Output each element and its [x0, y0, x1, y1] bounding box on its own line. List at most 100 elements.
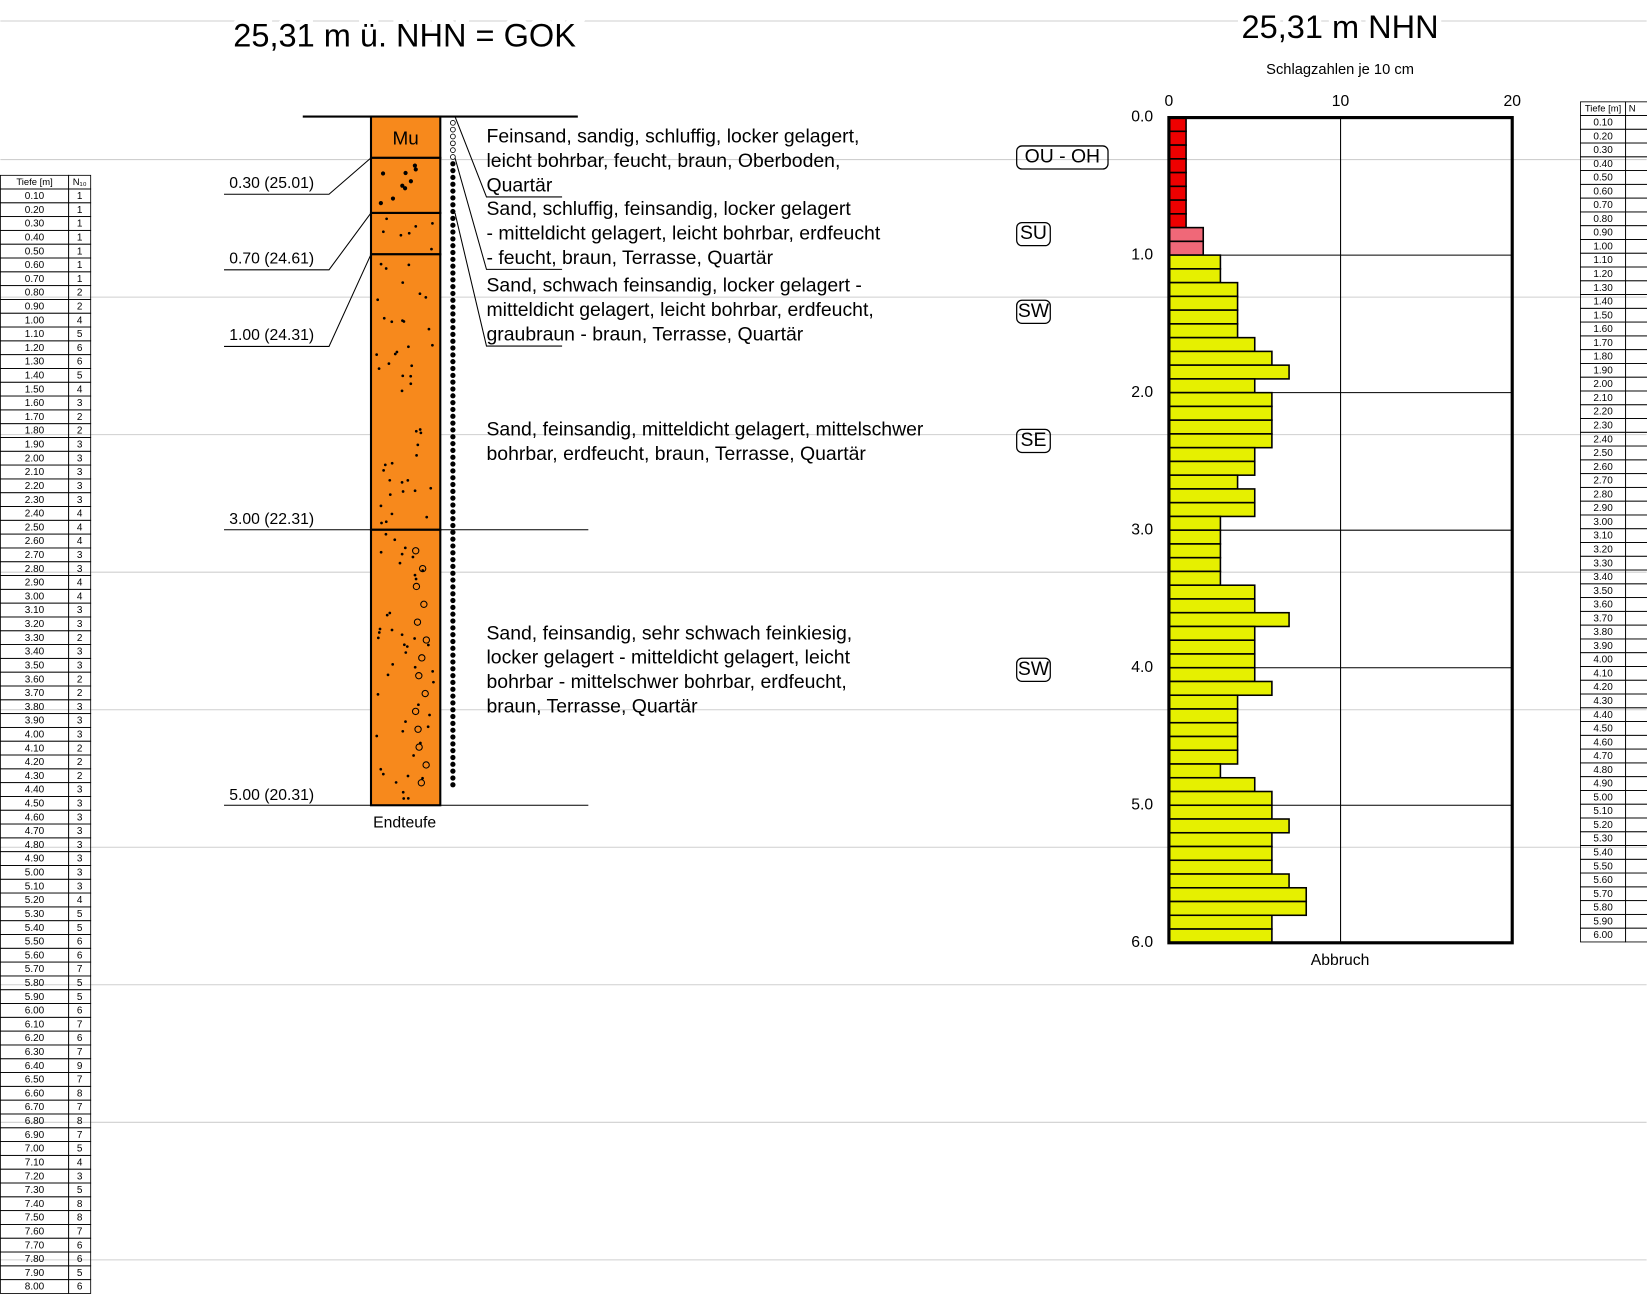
blow-count-cell: 9	[77, 1061, 83, 1072]
pattern-gravel	[411, 707, 420, 716]
blow-count-cell: 5	[77, 329, 83, 340]
pattern-dot	[426, 725, 430, 729]
side-symbol	[450, 666, 456, 672]
pattern-dot	[386, 673, 390, 677]
blow-count-cell: 2	[77, 688, 83, 699]
depth-cell: 0.40	[25, 232, 45, 243]
table-cell	[1625, 748, 1647, 764]
blow-count-cell: 3	[77, 660, 83, 671]
table-cell	[1625, 776, 1647, 791]
table-cell	[1625, 762, 1647, 778]
pattern-dot	[400, 389, 404, 393]
layer-description: braun, Terrasse, Quartär	[486, 696, 698, 718]
depth-cell: 1.00	[1593, 241, 1613, 252]
depth-cell: 4.00	[25, 729, 45, 740]
bar	[1168, 433, 1273, 449]
depth-cell: 3.60	[25, 674, 45, 685]
table-cell	[1625, 583, 1647, 599]
depth-cell: 7.30	[25, 1185, 45, 1196]
pattern-dot	[406, 797, 410, 800]
table-cell	[1625, 335, 1647, 351]
side-symbol	[450, 400, 456, 406]
table-cell	[1625, 486, 1647, 502]
pattern-dot	[393, 352, 397, 356]
pattern-dot	[407, 231, 411, 235]
pattern-dot	[424, 296, 428, 299]
pattern-dot	[431, 222, 434, 225]
bar	[1168, 254, 1222, 270]
depth-cell: 1.70	[25, 412, 45, 423]
side-symbol	[450, 625, 456, 631]
pattern-dot	[384, 520, 388, 524]
bar	[1168, 845, 1273, 862]
depth-cell: 4.70	[25, 826, 45, 837]
side-symbol	[450, 181, 456, 187]
pattern-gravel	[412, 582, 421, 591]
chart-title: 25,31 m NHN	[1242, 9, 1439, 45]
depth-cell: 6.70	[25, 1102, 45, 1113]
blow-count-cell: 3	[77, 564, 83, 575]
depth-cell: 5.90	[25, 992, 45, 1003]
depth-cell: 4.90	[25, 854, 45, 865]
side-symbol	[450, 161, 456, 167]
depth-cell: 0.80	[1593, 214, 1613, 225]
bar	[1168, 584, 1256, 600]
depth-cell: 1.10	[25, 329, 45, 340]
side-symbol	[450, 550, 456, 556]
blow-count-cell: 5	[77, 1144, 83, 1155]
side-symbol	[450, 707, 456, 713]
depth-cell: 2.90	[25, 578, 45, 589]
depth-cell: 6.00	[1593, 930, 1613, 941]
pattern-dot	[388, 493, 392, 496]
depth-cell: 0.90	[25, 301, 45, 312]
blow-count-cell: 6	[77, 950, 83, 961]
depth-cell: 7.50	[25, 1213, 45, 1224]
table-cell	[1625, 170, 1647, 185]
pattern-dot	[401, 490, 405, 493]
depth-cell: 6.90	[25, 1130, 45, 1141]
depth-cell: 0.20	[1593, 131, 1613, 142]
bar	[1168, 185, 1187, 201]
side-symbol	[450, 475, 456, 481]
layer-description: mitteldicht gelagert, leicht bohrbar, er…	[486, 299, 873, 321]
pattern-gravel	[422, 761, 430, 769]
side-symbol	[450, 147, 456, 153]
bar	[1168, 130, 1187, 146]
pattern-dot	[414, 429, 418, 433]
table-cell	[1625, 197, 1647, 213]
depth-cell: 2.50	[1593, 448, 1613, 459]
depth-cell: 5.30	[25, 909, 45, 920]
depth-cell: 6.20	[25, 1033, 45, 1044]
bar	[1168, 323, 1239, 339]
pattern-dot	[421, 569, 425, 572]
table-cell	[1625, 858, 1647, 874]
pattern-dot	[417, 703, 420, 707]
table-header: Tiefe [m]	[16, 177, 52, 188]
blow-count-cell: 7	[77, 1047, 83, 1058]
side-symbol	[450, 502, 456, 508]
depth-cell: 3.10	[1593, 531, 1613, 542]
pattern-dot	[379, 262, 383, 266]
table-cell	[1625, 927, 1647, 943]
pattern-dot	[400, 183, 405, 188]
blow-count-cell: 3	[77, 440, 83, 451]
pattern-dot	[384, 532, 388, 536]
depth-cell: 6.30	[25, 1047, 45, 1058]
depth-cell: 3.10	[25, 605, 45, 616]
pattern-dot	[388, 611, 392, 615]
description-leader	[454, 116, 563, 198]
pattern-dot	[378, 627, 382, 631]
side-symbol	[450, 468, 456, 474]
soil-group-box	[1016, 657, 1051, 683]
blow-count-cell: 5	[77, 909, 83, 920]
pattern-gravel	[413, 618, 422, 626]
blow-count-cell: 2	[77, 633, 83, 644]
bar	[1168, 350, 1273, 366]
blow-count-cell: 3	[77, 868, 83, 879]
table-cell	[1625, 500, 1647, 516]
depth-cell: 5.80	[1593, 903, 1613, 914]
side-symbol	[450, 236, 456, 242]
depth-cell: 4.40	[1593, 710, 1613, 721]
side-symbol	[450, 120, 456, 126]
blow-count-cell: 4	[77, 384, 83, 395]
